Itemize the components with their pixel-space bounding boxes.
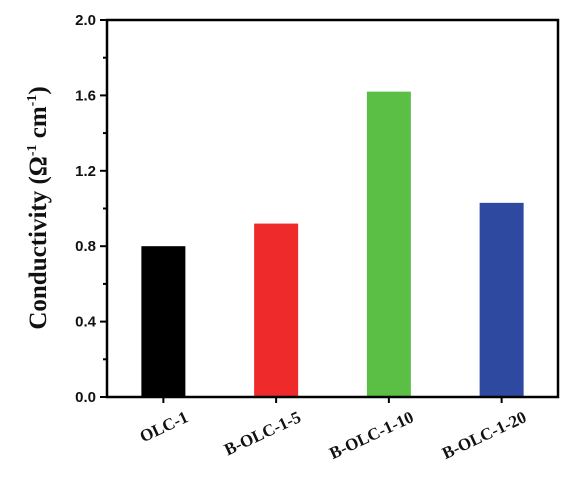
x-tick-label: OLC-1 [137, 407, 191, 446]
y-axis-title-sup1: -1 [25, 145, 40, 157]
y-axis-title: Conductivity (Ω-1 cm-1) [25, 86, 52, 329]
bar-b-olc-1-20 [479, 202, 524, 397]
plot-frame [105, 18, 560, 399]
x-tick-label: B-OLC-1-20 [439, 407, 529, 463]
bar-b-olc-1-10 [366, 91, 411, 397]
y-axis-title-middle: cm [25, 106, 52, 144]
y-axis-title-prefix: Conductivity (Ω [25, 156, 52, 330]
y-tick-label: 1.6 [75, 87, 96, 104]
x-tick-label: B-OLC-1-10 [326, 407, 416, 463]
y-tick-label: 0.0 [75, 389, 96, 406]
x-axis-ticks: OLC-1 B-OLC-1-5 B-OLC-1-10 B-OLC-1-20 [137, 397, 529, 463]
y-tick-label: 1.2 [75, 163, 96, 180]
y-tick-label: 0.4 [75, 314, 97, 331]
y-axis-title-sup2: -1 [25, 95, 40, 107]
bar-group [141, 91, 524, 397]
y-tick-label: 0.8 [75, 238, 96, 255]
x-tick-label: B-OLC-1-5 [221, 407, 304, 459]
bar-b-olc-1-5 [254, 223, 299, 397]
y-axis-title-suffix: ) [25, 86, 52, 94]
y-axis-ticks: 0.0 0.4 0.8 1.2 1.6 2.0 [75, 12, 107, 406]
bar-olc-1 [141, 246, 186, 397]
y-tick-label: 2.0 [75, 12, 96, 29]
